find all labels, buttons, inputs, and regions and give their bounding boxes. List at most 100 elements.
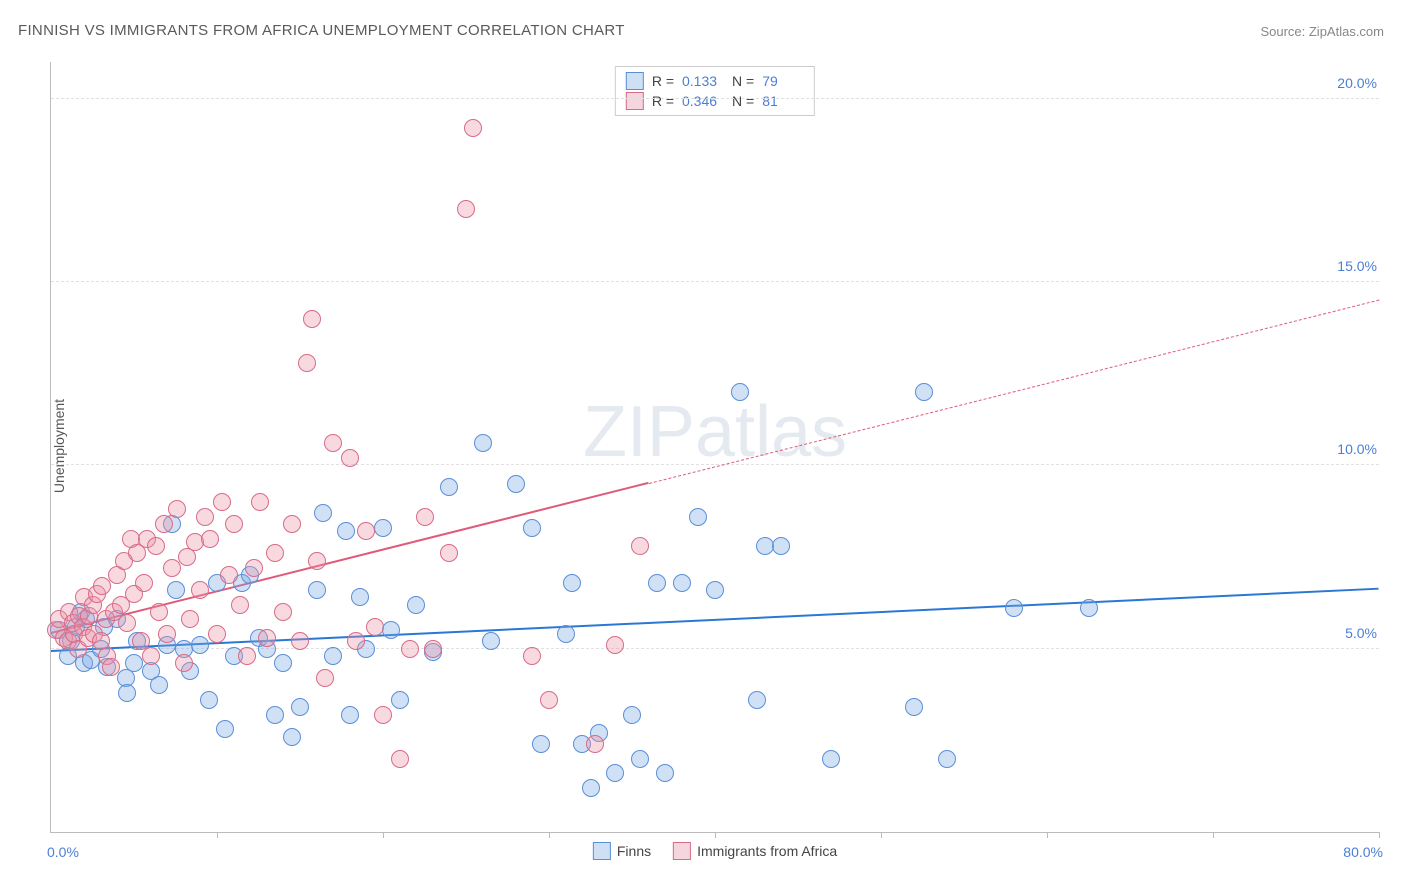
data-point-africa: [225, 515, 243, 533]
data-point-africa: [347, 632, 365, 650]
data-point-africa: [357, 522, 375, 540]
legend-label-finns: Finns: [617, 843, 651, 859]
data-point-africa: [175, 654, 193, 672]
data-point-finns: [731, 383, 749, 401]
data-point-africa: [231, 596, 249, 614]
data-point-africa: [324, 434, 342, 452]
x-tick: [1379, 832, 1380, 838]
data-point-finns: [1005, 599, 1023, 617]
watermark-b: atlas: [695, 392, 847, 472]
data-point-finns: [200, 691, 218, 709]
x-tick: [383, 832, 384, 838]
y-tick-label: 10.0%: [1337, 441, 1381, 457]
data-point-finns: [507, 475, 525, 493]
data-point-africa: [208, 625, 226, 643]
data-point-africa: [316, 669, 334, 687]
data-point-africa: [416, 508, 434, 526]
data-point-africa: [391, 750, 409, 768]
data-point-africa: [424, 640, 442, 658]
data-point-africa: [298, 354, 316, 372]
data-point-finns: [374, 519, 392, 537]
source-attribution: Source: ZipAtlas.com: [1260, 24, 1384, 39]
legend-label-africa: Immigrants from Africa: [697, 843, 837, 859]
data-point-finns: [482, 632, 500, 650]
data-point-africa: [201, 530, 219, 548]
data-point-finns: [748, 691, 766, 709]
data-point-finns: [557, 625, 575, 643]
y-tick-label: 20.0%: [1337, 75, 1381, 91]
data-point-finns: [341, 706, 359, 724]
data-point-africa: [291, 632, 309, 650]
data-point-finns: [1080, 599, 1098, 617]
data-point-finns: [582, 779, 600, 797]
x-tick: [881, 832, 882, 838]
data-point-finns: [905, 698, 923, 716]
data-point-finns: [308, 581, 326, 599]
x-axis-max-label: 80.0%: [1343, 844, 1383, 860]
data-point-finns: [283, 728, 301, 746]
data-point-africa: [102, 658, 120, 676]
data-point-africa: [118, 614, 136, 632]
x-tick: [217, 832, 218, 838]
data-point-africa: [401, 640, 419, 658]
data-point-africa: [238, 647, 256, 665]
stat-n-value-finns: 79: [762, 73, 804, 89]
source-prefix: Source:: [1260, 24, 1308, 39]
data-point-finns: [118, 684, 136, 702]
data-point-finns: [689, 508, 707, 526]
data-point-finns: [938, 750, 956, 768]
data-point-africa: [464, 119, 482, 137]
watermark-a: ZIP: [583, 392, 695, 472]
data-point-africa: [213, 493, 231, 511]
x-tick: [715, 832, 716, 838]
data-point-finns: [523, 519, 541, 537]
data-point-africa: [142, 647, 160, 665]
data-point-finns: [391, 691, 409, 709]
data-point-africa: [135, 574, 153, 592]
data-point-africa: [606, 636, 624, 654]
data-point-africa: [523, 647, 541, 665]
data-point-africa: [274, 603, 292, 621]
x-tick: [1047, 832, 1048, 838]
data-point-finns: [167, 581, 185, 599]
data-point-africa: [440, 544, 458, 562]
data-point-africa: [158, 625, 176, 643]
source-link[interactable]: ZipAtlas.com: [1309, 24, 1384, 39]
data-point-finns: [623, 706, 641, 724]
plot-area: ZIPatlas 0.0% 80.0% R =0.133N =79R =0.34…: [50, 62, 1379, 833]
data-point-finns: [631, 750, 649, 768]
data-point-finns: [822, 750, 840, 768]
data-point-africa: [191, 581, 209, 599]
data-point-finns: [407, 596, 425, 614]
stats-row-africa: R =0.346N =81: [626, 91, 804, 111]
correlation-stats-box: R = 0.133 N = 79 R =0.346N =81: [615, 66, 815, 116]
data-point-africa: [457, 200, 475, 218]
data-point-finns: [266, 706, 284, 724]
data-point-finns: [382, 621, 400, 639]
data-point-finns: [337, 522, 355, 540]
data-point-africa: [303, 310, 321, 328]
data-point-africa: [586, 735, 604, 753]
data-point-finns: [150, 676, 168, 694]
data-point-finns: [915, 383, 933, 401]
legend-swatch-africa: [673, 842, 691, 860]
stats-row-finns: R = 0.133 N = 79: [626, 71, 804, 91]
stat-n-label: N =: [732, 73, 754, 89]
data-point-finns: [673, 574, 691, 592]
data-point-africa: [283, 515, 301, 533]
data-point-finns: [756, 537, 774, 555]
data-point-africa: [366, 618, 384, 636]
data-point-africa: [245, 559, 263, 577]
data-point-africa: [150, 603, 168, 621]
data-point-finns: [291, 698, 309, 716]
data-point-africa: [181, 610, 199, 628]
data-point-africa: [341, 449, 359, 467]
stat-r-label: R =: [652, 73, 674, 89]
data-point-finns: [440, 478, 458, 496]
data-point-africa: [220, 566, 238, 584]
data-point-finns: [772, 537, 790, 555]
stat-r-value-finns: 0.133: [682, 73, 724, 89]
x-tick: [549, 832, 550, 838]
data-point-finns: [474, 434, 492, 452]
legend-item-finns: Finns: [593, 842, 651, 860]
